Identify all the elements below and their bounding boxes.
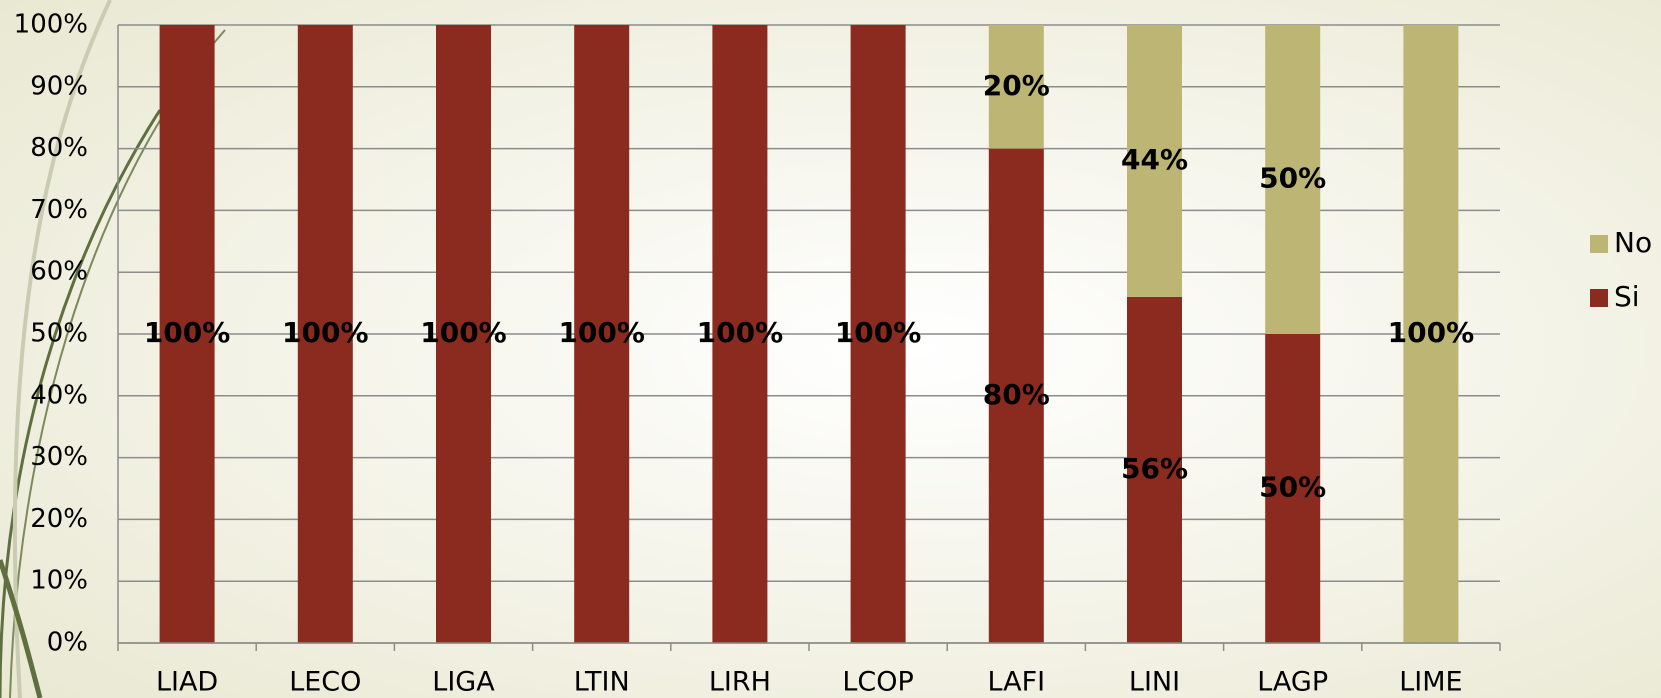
y-tick-label: 0% (47, 628, 88, 658)
bar-segment (297, 25, 353, 643)
y-tick-label: 30% (30, 442, 88, 472)
legend-label: No (1614, 226, 1652, 259)
x-tick-label: LTIN (574, 667, 630, 698)
data-label: 50% (1259, 162, 1326, 195)
y-tick-label: 80% (30, 133, 88, 163)
legend-swatch (1590, 235, 1608, 253)
data-label: 50% (1259, 471, 1326, 504)
bar-segment (436, 25, 491, 643)
y-tick-label: 10% (30, 566, 88, 596)
x-tick-label: LAFI (987, 667, 1045, 698)
y-tick-label: 60% (30, 257, 88, 287)
data-label: 44% (1121, 143, 1188, 176)
data-label: 100% (1388, 316, 1475, 349)
bar-segment (1127, 25, 1182, 297)
bar-segment (1403, 25, 1459, 643)
y-tick-label: 20% (30, 504, 88, 534)
x-tick-label: LINI (1129, 667, 1180, 698)
data-label: 56% (1121, 452, 1188, 485)
x-tick-label: LIRH (709, 667, 771, 698)
bar-segment (1265, 334, 1321, 643)
bar-segment (1265, 25, 1321, 334)
y-tick-label: 70% (30, 195, 88, 225)
bar-segment (712, 25, 768, 643)
legend-label: Si (1614, 280, 1640, 313)
data-label: 100% (282, 316, 369, 349)
x-tick-label: LIME (1399, 667, 1462, 698)
data-label: 80% (983, 378, 1050, 411)
bar-segment (988, 148, 1044, 643)
data-label: 20% (983, 69, 1050, 102)
data-label: 100% (697, 316, 784, 349)
x-tick-label: LCOP (842, 667, 913, 698)
x-tick-label: LECO (289, 667, 361, 698)
x-tick-label: LIAD (156, 667, 218, 698)
x-tick-label: LAGP (1257, 667, 1328, 698)
data-label: 100% (558, 316, 645, 349)
bar-segment (1127, 296, 1182, 643)
plot: 0% 10% 20% 30% 40% 50% 60% 70% 80% 90% 100% 100% 100… (14, 10, 1652, 698)
bar-segment (850, 25, 906, 643)
y-tick-label: 90% (30, 71, 88, 101)
x-tick-label: LIGA (432, 667, 495, 698)
bar-segment (988, 25, 1044, 149)
data-label: 100% (420, 316, 507, 349)
legend-swatch (1590, 289, 1608, 307)
bar-segment (159, 25, 215, 643)
y-tick-label: 100% (14, 10, 88, 40)
y-tick-label: 50% (30, 319, 88, 349)
bar-segment (574, 25, 630, 643)
data-label: 100% (835, 316, 922, 349)
data-label: 100% (144, 316, 231, 349)
y-tick-label: 40% (30, 380, 88, 410)
